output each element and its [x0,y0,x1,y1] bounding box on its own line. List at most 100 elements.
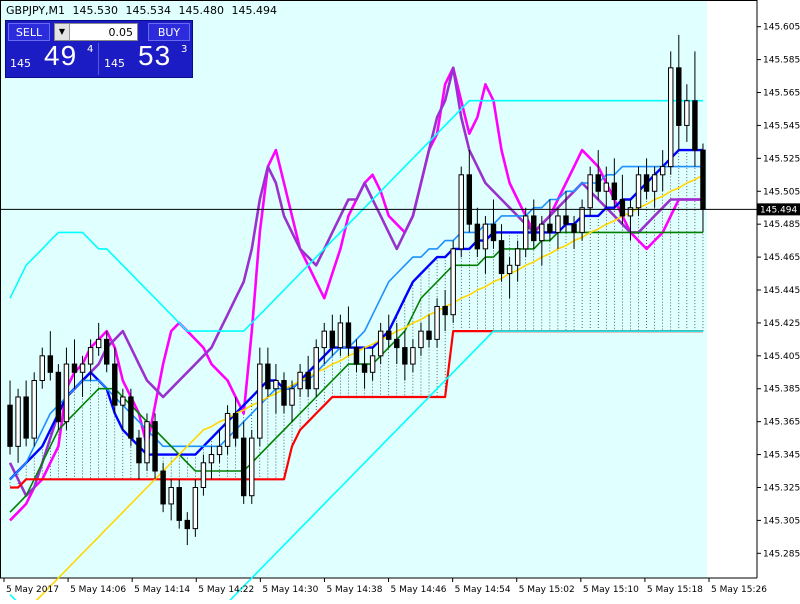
candle-body [249,437,255,497]
candle-body [386,330,392,340]
sell-price-display[interactable]: 145 49 4 [8,40,96,75]
candle-body [136,437,142,464]
time-tick-label: 5 May 14:46 [391,585,447,595]
one-click-trading-panel: SELL ▼ BUY 145 49 4 145 53 3 [5,20,193,78]
buy-price-fraction: 3 [181,44,188,55]
candle-body [192,486,199,530]
candle-body [95,338,102,349]
candle-body [539,223,545,242]
candle-body [394,338,400,349]
candle-body [531,215,537,242]
price-tick-label: 145.305 [763,516,800,526]
candle-body [200,462,207,488]
candle-body [345,322,352,349]
price-tick-label: 145.485 [763,220,800,230]
candle-body [458,174,464,250]
candle-body [692,100,698,151]
indicator-line-7 [9,99,703,332]
candle-body [305,371,311,390]
candle-body [39,355,45,382]
buy-price-prefix: 145 [104,57,125,70]
time-tick-label: 5 May 15:10 [583,585,639,595]
candle-body [23,396,29,439]
low-value: 145.480 [178,4,225,17]
high-value: 145.534 [125,4,172,17]
candle-body [361,363,368,373]
candle-body [184,519,191,530]
candle-body [611,182,618,200]
candle-body [71,363,78,373]
candles [7,34,706,546]
candle-body [434,305,440,340]
buy-button[interactable]: BUY [148,23,190,41]
candle-body [104,338,110,365]
chart-title: GBPJPY,M1 145.530 145.534 145.480 145.49… [6,4,281,17]
price-tick-label: 145.465 [763,253,800,263]
candle-body [442,305,448,316]
time-tick-label: 5 May 2017 [6,585,59,595]
candle-body [377,330,384,357]
candle-body [563,215,569,225]
time-axis-bg [0,578,707,600]
candle-body [63,363,70,423]
time-tick-label: 5 May 15:26 [711,585,767,595]
candle-body [579,207,585,233]
candle-body [402,347,408,365]
sell-price-fraction: 4 [87,44,94,55]
candle-body [289,388,295,406]
price-tick-label: 145.285 [763,549,800,559]
candle-body [176,486,182,521]
lot-size-input[interactable] [71,24,133,40]
sell-price-pips: 49 [44,40,78,71]
candle-body [482,223,489,250]
indicator-line-8 [9,330,703,604]
candle-body [208,454,215,464]
price-axis-bg [707,0,800,600]
candle-body [635,174,642,209]
price-tick-label: 145.445 [763,286,800,296]
candle-body [587,174,593,209]
time-tick-label: 5 May 14:14 [134,585,190,595]
candle-body [144,421,150,464]
time-tick-label: 5 May 14:22 [198,585,254,595]
time-tick-label: 5 May 15:18 [647,585,703,595]
time-tick-label: 5 May 14:54 [455,585,511,595]
candle-body [152,421,158,472]
price-tick-label: 145.505 [763,187,800,197]
candle-body [297,371,303,390]
candle-body [224,412,231,447]
price-axis-ticks: 145.605 145.585 145.565 145.545 145.525 145.5… [757,23,800,559]
price-tick-label: 145.345 [763,451,800,461]
candle-body [257,363,263,439]
candle-body [659,166,666,176]
time-tick-label: 5 May 14:38 [326,585,382,595]
time-axis-ticks: 5 May 2017 5 May 14:06 5 May 14:14 5 May 14… [3,578,767,595]
time-tick-label: 5 May 14:30 [262,585,318,595]
candle-body [7,404,13,447]
candle-body [498,240,505,275]
close-value: 145.494 [231,4,278,17]
buy-price-display[interactable]: 145 53 3 [102,40,190,75]
candle-body [684,100,690,126]
candle-body [627,207,634,217]
candle-body [514,248,521,266]
candle-body [128,396,134,439]
sell-button[interactable]: SELL [8,23,50,41]
lot-size-field[interactable]: ▼ [54,23,138,41]
lot-dropdown-arrow-icon[interactable]: ▼ [55,24,70,40]
price-tick-label: 145.545 [763,121,800,131]
candle-body [651,174,658,192]
candle-body [506,264,513,275]
candle-body [668,67,674,168]
candle-body [337,322,344,349]
buy-price-pips: 53 [138,40,172,71]
candle-body [353,347,360,365]
candle-body [31,380,37,439]
candle-body [555,215,561,233]
candle-body [321,330,327,349]
candle-body [450,248,456,316]
time-tick-label: 5 May 15:02 [519,585,575,595]
candle-body [643,174,650,192]
